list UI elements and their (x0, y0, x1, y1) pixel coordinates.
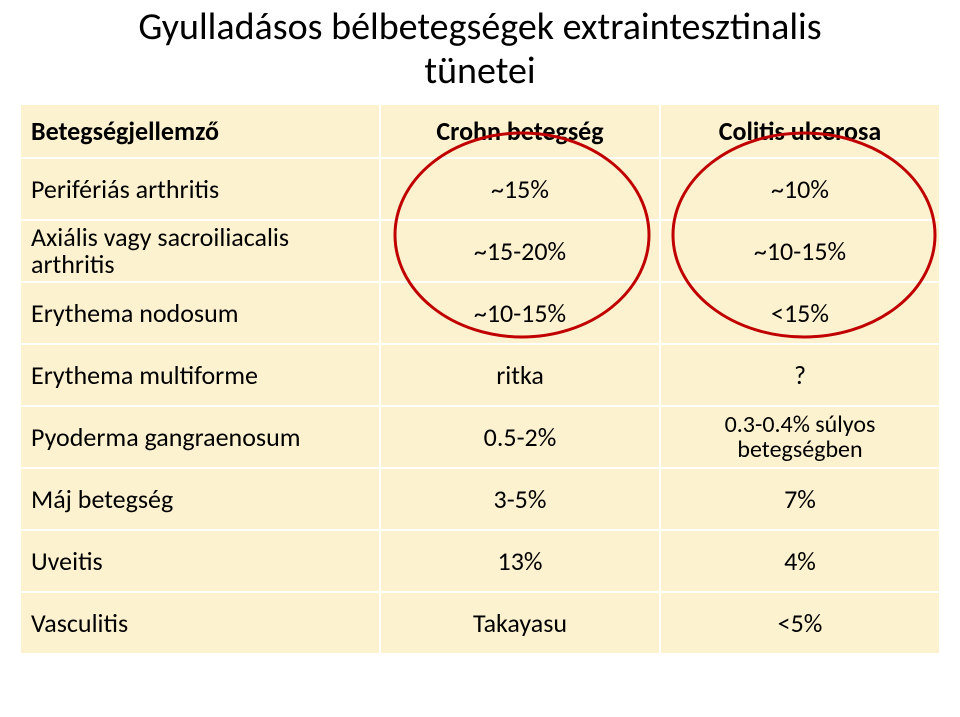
row-crohn-value: Takayasu (380, 592, 660, 654)
row-uc-value: 7% (660, 468, 940, 530)
row-label: Erythema nodosum (20, 282, 380, 344)
row-label: Vasculitis (20, 592, 380, 654)
title-line-2: tünetei (424, 48, 535, 94)
row-crohn-value: 13% (380, 530, 660, 592)
table-row: Axiális vagy sacroiliacalis arthritis~15… (20, 220, 940, 282)
row-label: Axiális vagy sacroiliacalis arthritis (20, 220, 380, 282)
row-label: Erythema multiforme (20, 344, 380, 406)
row-label: Perifériás arthritis (20, 158, 380, 220)
row-crohn-value: ~15% (380, 158, 660, 220)
row-uc-value: ? (660, 344, 940, 406)
header-col1: Betegségjellemző (20, 104, 380, 158)
row-crohn-value: ~15-20% (380, 220, 660, 282)
table-row: Uveitis13%4% (20, 530, 940, 592)
row-uc-value: <5% (660, 592, 940, 654)
header-col3: Colitis ulcerosa (660, 104, 940, 158)
table-row: Máj betegség3-5%7% (20, 468, 940, 530)
table-row: Pyoderma gangraenosum0.5-2%0.3-0.4% súly… (20, 406, 940, 468)
row-crohn-value: 3-5% (380, 468, 660, 530)
row-label: Máj betegség (20, 468, 380, 530)
table-row: Erythema nodosum~10-15%<15% (20, 282, 940, 344)
row-crohn-value: 0.5-2% (380, 406, 660, 468)
row-label: Uveitis (20, 530, 380, 592)
slide-title: Gyulladásos bélbetegségek extraintesztin… (0, 0, 960, 103)
row-uc-value: ~10% (660, 158, 940, 220)
title-line-1: Gyulladásos bélbetegségek extraintesztin… (138, 4, 821, 50)
row-crohn-value: ritka (380, 344, 660, 406)
row-label: Pyoderma gangraenosum (20, 406, 380, 468)
row-uc-value: <15% (660, 282, 940, 344)
table-header-row: Betegségjellemző Crohn betegség Colitis … (20, 104, 940, 158)
row-uc-value: 4% (660, 530, 940, 592)
row-crohn-value: ~10-15% (380, 282, 660, 344)
header-col2: Crohn betegség (380, 104, 660, 158)
table-row: Erythema multiformeritka? (20, 344, 940, 406)
table-row: Perifériás arthritis~15%~10% (20, 158, 940, 220)
table-row: VasculitisTakayasu<5% (20, 592, 940, 654)
symptoms-table: Betegségjellemző Crohn betegség Colitis … (19, 103, 941, 655)
row-uc-value: 0.3-0.4% súlyos betegségben (660, 406, 940, 468)
row-uc-value: ~10-15% (660, 220, 940, 282)
